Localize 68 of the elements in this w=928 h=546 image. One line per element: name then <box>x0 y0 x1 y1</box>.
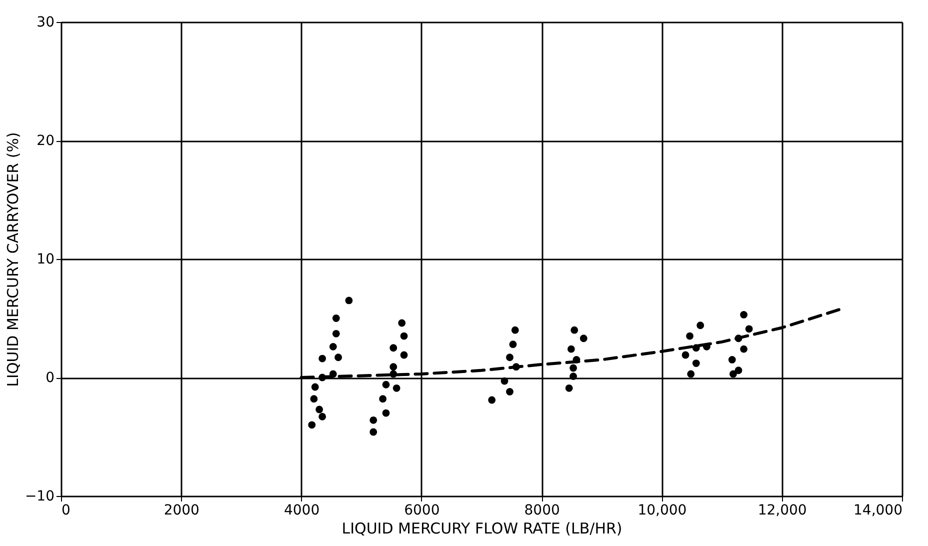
point <box>506 388 514 396</box>
point <box>332 314 340 322</box>
point <box>703 342 710 350</box>
x-tick-label: 14,000 <box>854 502 902 518</box>
point <box>728 356 736 364</box>
point <box>572 356 580 364</box>
x-axis-title: LIQUID MERCURY FLOW RATE (LB/HR) <box>342 520 622 538</box>
x-tick-label: 4000 <box>284 502 320 518</box>
point <box>329 342 337 350</box>
point <box>740 345 748 353</box>
point <box>334 354 342 362</box>
point <box>682 351 690 359</box>
point <box>511 326 519 334</box>
y-tick-label: 10 <box>36 252 54 268</box>
point <box>390 363 398 371</box>
point <box>392 384 400 392</box>
x-tick-label: 6000 <box>404 502 440 518</box>
point <box>398 319 406 327</box>
x-tick-label: 8000 <box>524 502 560 518</box>
point <box>318 354 326 362</box>
point <box>370 428 378 436</box>
point <box>488 396 496 404</box>
point <box>506 354 514 362</box>
x-tick-label: 0 <box>62 502 70 518</box>
x-tick-label: 12,000 <box>758 502 807 518</box>
point <box>570 372 577 380</box>
point <box>382 409 390 417</box>
point <box>382 380 390 388</box>
point <box>311 383 319 391</box>
point <box>570 326 578 334</box>
point <box>318 412 326 420</box>
point <box>345 296 353 304</box>
point <box>692 360 700 367</box>
point <box>316 406 324 414</box>
point <box>310 395 318 403</box>
point <box>308 421 316 429</box>
point <box>570 364 577 372</box>
point <box>390 370 398 378</box>
point <box>509 340 517 348</box>
point <box>500 377 508 385</box>
point <box>565 384 573 392</box>
point <box>370 416 378 424</box>
point <box>400 332 408 340</box>
point <box>512 363 520 371</box>
point <box>379 395 387 403</box>
x-tick-label: 10,000 <box>638 502 687 518</box>
point <box>740 310 748 318</box>
point <box>734 366 742 374</box>
y-tick-label: 20 <box>36 133 54 149</box>
y-tick-label: 30 <box>36 14 54 30</box>
point <box>686 332 694 340</box>
y-tick-label: −10 <box>24 488 54 504</box>
point <box>745 325 753 333</box>
point <box>696 322 704 330</box>
point <box>734 334 742 342</box>
point <box>580 334 588 342</box>
point <box>729 370 737 378</box>
point <box>692 344 700 352</box>
y-tick-label: 0 <box>46 370 54 386</box>
point <box>400 351 408 359</box>
x-tick-label: 2000 <box>164 502 200 518</box>
point <box>318 374 326 382</box>
point <box>687 370 695 378</box>
point <box>329 370 337 378</box>
point <box>390 344 398 352</box>
point <box>567 345 575 353</box>
point <box>332 330 340 338</box>
y-axis-title: LIQUID MERCURY CARRYOVER (%) <box>4 132 22 387</box>
